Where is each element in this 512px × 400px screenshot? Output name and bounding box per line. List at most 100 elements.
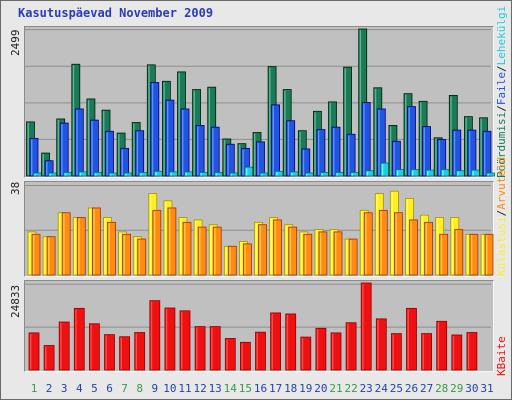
kbytes-bar-2 [43, 345, 55, 371]
sites-bar-20 [318, 231, 328, 276]
pages-bar-29 [455, 170, 465, 177]
pages-bar-28 [440, 169, 450, 177]
kbytes-bar-8 [134, 332, 146, 371]
pages-bar-10 [168, 171, 178, 177]
x-tick-label-15: 15 [239, 382, 252, 395]
files-bar-3 [59, 122, 69, 177]
sites-bar-18 [288, 226, 298, 276]
files-bar-31 [482, 130, 492, 177]
pages-bar-7 [123, 172, 133, 177]
kbytes-bar-24 [375, 318, 387, 371]
files-bar-6 [105, 130, 114, 177]
sites-bar-4 [76, 217, 86, 276]
x-tick-label-26: 26 [405, 382, 418, 395]
files-bar-12 [195, 125, 205, 177]
sites-bar-11 [182, 221, 192, 276]
kbytes-bar-14 [224, 338, 236, 371]
kbytes-bar-17 [270, 312, 282, 371]
pages-bar-5 [93, 172, 103, 177]
x-tick-label-9: 9 [151, 382, 158, 395]
sites-bar-15 [242, 243, 252, 276]
kbytes-bar-28 [436, 320, 448, 371]
x-tick-label-1: 1 [31, 382, 38, 395]
pages-bar-3 [63, 172, 73, 177]
pages-bar-23 [365, 170, 375, 177]
kbytes-bar-30 [466, 332, 478, 371]
pages-bar-6 [108, 172, 118, 177]
kbytes-bar-23 [360, 282, 372, 371]
x-tick-label-14: 14 [224, 382, 238, 395]
files-bar-26 [407, 106, 416, 177]
sites-bar-3 [61, 212, 71, 276]
x-tick-label-22: 22 [344, 382, 357, 395]
x-tick-label-7: 7 [121, 382, 128, 395]
files-bar-30 [467, 129, 477, 177]
kbytes-bar-12 [194, 326, 206, 371]
pages-bar-30 [470, 169, 480, 177]
x-tick-label-10: 10 [163, 382, 176, 395]
x-tick-label-20: 20 [314, 382, 327, 395]
sites-bar-8 [137, 238, 147, 276]
x-tick-label-18: 18 [284, 382, 297, 395]
sites-bar-25 [393, 212, 403, 276]
files-bar-10 [165, 99, 175, 177]
sites-bar-31 [484, 233, 494, 276]
sites-bar-2 [46, 236, 56, 276]
files-bar-13 [210, 126, 220, 177]
pages-bar-17 [274, 170, 284, 177]
x-tick-label-5: 5 [91, 382, 98, 395]
pages-bar-2 [48, 172, 57, 177]
kbytes-bar-21 [330, 332, 342, 371]
kbytes-bar-5 [89, 323, 100, 371]
kbytes-bar-19 [300, 336, 312, 371]
kbytes-bar-13 [209, 326, 221, 371]
kbytes-bar-22 [345, 322, 357, 371]
pages-bar-20 [319, 172, 329, 177]
files-bar-18 [286, 120, 296, 177]
kbytes-bar-25 [390, 333, 402, 371]
pages-bar-22 [350, 172, 360, 177]
kbytes-bar-3 [58, 321, 70, 371]
x-tick-label-29: 29 [450, 382, 463, 395]
x-tick-label-19: 19 [299, 382, 312, 395]
sites-bar-13 [212, 226, 222, 276]
kbytes-bar-27 [421, 333, 433, 371]
sites-bar-17 [273, 219, 283, 276]
files-bar-9 [150, 82, 160, 177]
x-tick-label-11: 11 [178, 382, 191, 395]
pages-bar-13 [214, 172, 224, 177]
pages-bar-14 [229, 172, 239, 177]
kbytes-bar-4 [73, 307, 85, 371]
kbytes-bar-15 [239, 341, 251, 371]
x-tick-label-3: 3 [61, 382, 68, 395]
pages-bar-15 [244, 166, 254, 177]
x-tick-label-12: 12 [193, 382, 206, 395]
pages-bar-12 [199, 172, 209, 177]
sites-bar-9 [152, 209, 162, 276]
files-bar-22 [346, 133, 356, 177]
x-tick-label-13: 13 [209, 382, 222, 395]
sites-bar-28 [439, 233, 449, 276]
kbytes-bar-6 [104, 334, 115, 371]
files-bar-17 [271, 104, 281, 177]
x-tick-label-4: 4 [76, 382, 83, 395]
kbytes-bar-11 [179, 310, 191, 371]
sites-bar-27 [424, 221, 434, 276]
pages-bar-31 [486, 172, 495, 177]
kbytes-bar-18 [285, 313, 297, 371]
files-bar-1 [29, 137, 39, 177]
kbytes-bar-1 [28, 332, 40, 371]
files-bar-11 [180, 108, 190, 177]
sites-bar-30 [469, 233, 479, 276]
sites-bar-26 [409, 219, 418, 276]
sites-bar-24 [378, 209, 388, 276]
x-tick-label-30: 30 [465, 382, 478, 395]
x-tick-label-27: 27 [420, 382, 433, 395]
files-bar-7 [120, 147, 129, 177]
x-tick-label-17: 17 [269, 382, 282, 395]
x-tick-label-16: 16 [254, 382, 267, 395]
x-tick-label-21: 21 [329, 382, 342, 395]
files-bar-4 [74, 108, 84, 177]
sites-bar-7 [122, 233, 131, 276]
